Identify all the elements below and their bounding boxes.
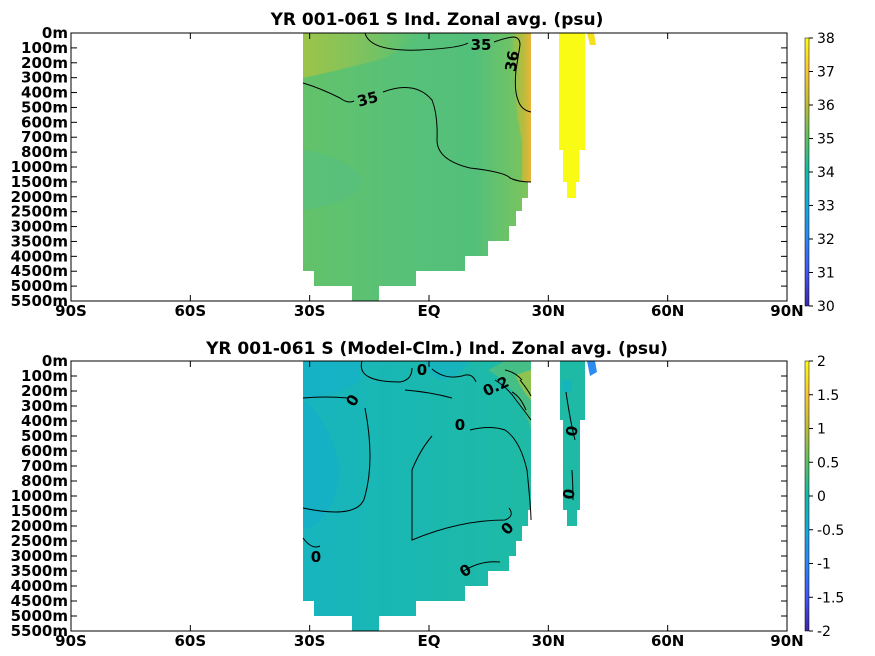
y-tick-label: 100m [21,367,68,385]
x-tick-label: 60S [174,302,206,320]
x-tick-label: 90S [55,632,87,650]
contour-label: 0 [562,424,582,437]
y-tick-label: 5500m [11,292,68,310]
y-tick-label: 3500m [11,232,68,250]
colorbar-tick-label: 0 [817,489,826,505]
x-tick-label: 90S [55,302,87,320]
y-tick-label: 2500m [11,203,68,221]
contour-label: 36 [501,49,522,73]
x-tick-label: 60N [651,302,684,320]
x-tick-label: 30N [532,302,565,320]
y-tick-label: 200m [21,54,68,72]
y-tick-label: 2500m [11,532,68,550]
colorbar-tick-label: 0.5 [817,455,839,471]
y-tick-label: 700m [21,128,68,146]
contour-label: 0 [559,487,579,500]
colorbar-tick-label: 34 [817,165,835,181]
colorbar-gradient [804,37,810,307]
colorbar-tick-label: 31 [817,266,835,282]
x-tick-label: 30S [294,632,326,650]
y-tick-label: 4500m [11,592,68,610]
x-tick-label: 30S [294,302,326,320]
colorbar-tick-label: -1 [817,557,831,573]
y-tick-label: 1500m [11,502,68,520]
y-tick-label: 5000m [11,277,68,295]
x-tick-label: 60S [174,632,206,650]
colorbar-tick-label: 32 [817,232,835,248]
y-tick-label: 1000m [11,487,68,505]
y-axis: 0m100m200m300m400m500m600m700m800m1000m1… [11,24,787,310]
y-tick-label: 5000m [11,607,68,625]
y-tick-label: 600m [21,442,68,460]
y-tick-label: 1000m [11,158,68,176]
colorbar-tick-label: 1.5 [817,388,839,404]
y-tick-label: 4000m [11,247,68,265]
x-axis: 90S 60S 30S EQ 30N 60N 90N [55,33,804,320]
colorbar-tick-label: 30 [817,299,835,315]
y-tick-label: 600m [21,113,68,131]
x-tick-label: EQ [418,632,441,650]
y-tick-label: 2000m [11,517,68,535]
colorbar-tick-label: -2 [817,624,831,640]
y-axis: 0m100m200m300m400m500m600m700m800m1000m1… [11,352,787,640]
x-tick-label: 30N [532,632,565,650]
y-tick-label: 0m [42,352,68,370]
y-tick-label: 3000m [11,547,68,565]
y-tick-label: 500m [21,427,68,445]
y-tick-label: 300m [21,69,68,87]
y-tick-label: 5500m [11,622,68,640]
y-tick-label: 500m [21,98,68,116]
contour-label: 35 [471,36,492,54]
colorbar-gradient [804,360,810,632]
chart-title: YR 001-061 S (Model-Clm.) Ind. Zonal avg… [205,339,668,359]
y-tick-label: 100m [21,39,68,57]
y-tick-label: 4000m [11,577,68,595]
contour-label: 0 [455,416,465,434]
y-tick-label: 0m [42,24,68,42]
colorbar-tick-label: -0.5 [817,523,844,539]
colorbar-ticks: 2 1.5 1 0.5 0 -0.5 -1 -1.5 -2 [809,354,844,640]
y-tick-label: 700m [21,457,68,475]
y-tick-label: 300m [21,397,68,415]
colorbar-tick-label: 2 [817,354,826,370]
x-tick-label: 90N [770,302,803,320]
colorbar-tick-label: 38 [817,31,835,47]
y-tick-label: 400m [21,84,68,102]
colorbar-tick-label: 37 [817,65,835,81]
y-tick-label: 200m [21,382,68,400]
x-tick-label: 60N [651,632,684,650]
chart-title: YR 001-061 S Ind. Zonal avg. (psu) [270,10,604,30]
y-tick-label: 3500m [11,562,68,580]
y-tick-label: 4500m [11,262,68,280]
x-tick-label: EQ [418,302,441,320]
contour-lines [302,360,576,573]
colorbar: 38 37 36 35 34 33 32 31 30 [804,31,835,315]
y-tick-label: 800m [21,472,68,490]
heatmap-field [303,361,597,631]
y-tick-label: 2000m [11,188,68,206]
y-tick-label: 800m [21,143,68,161]
y-tick-label: 1500m [11,173,68,191]
contour-label: 35 [355,88,380,111]
colorbar-tick-label: 36 [817,98,835,114]
colorbar-tick-label: 1 [817,422,826,438]
salinity-panel: YR 001-061 S Ind. Zonal avg. (psu) 35 36… [11,10,835,320]
colorbar: 2 1.5 1 0.5 0 -0.5 -1 -1.5 -2 [804,354,844,640]
x-tick-label: 90N [770,632,803,650]
colorbar-tick-label: 35 [817,132,835,148]
colorbar-ticks: 38 37 36 35 34 33 32 31 30 [809,31,835,315]
heatmap-field [303,33,596,301]
x-axis: 90S 60S 30S EQ 30N 60N 90N [55,361,804,650]
contour-label: 0 [311,548,321,566]
y-tick-label: 3000m [11,218,68,236]
difference-panel: YR 001-061 S (Model-Clm.) Ind. Zonal avg… [11,339,845,650]
colorbar-tick-label: 33 [817,199,835,215]
contour-label: 0 [417,361,427,379]
contour-lines [302,32,532,183]
colorbar-tick-label: -1.5 [817,590,844,606]
y-tick-label: 400m [21,412,68,430]
contour-labels: 35 36 35 [355,36,522,111]
